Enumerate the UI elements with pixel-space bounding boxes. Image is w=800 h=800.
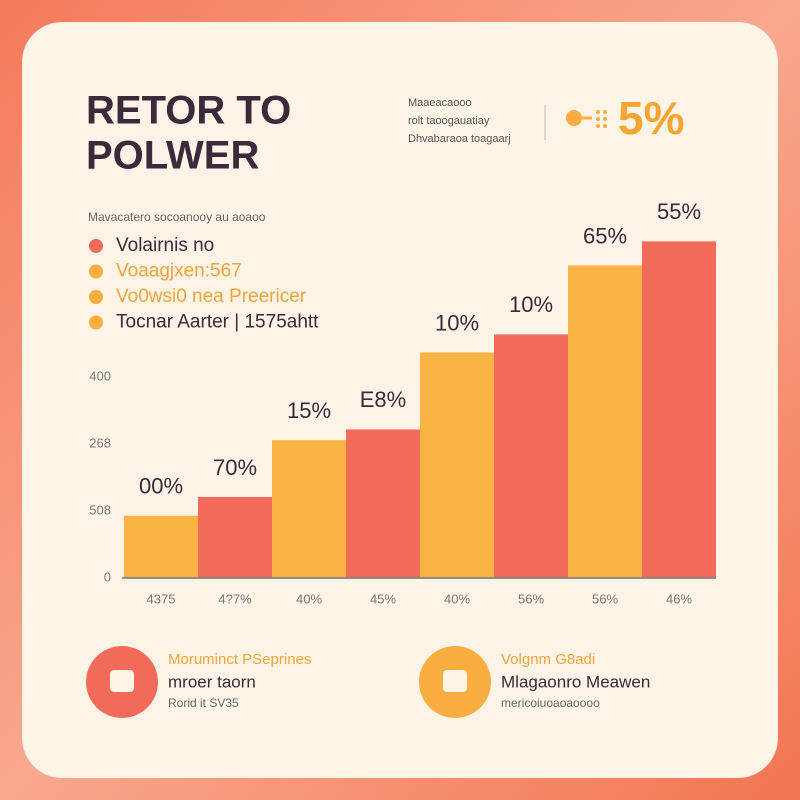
x-tick-label: 4?7% bbox=[218, 591, 252, 606]
bar bbox=[420, 352, 494, 578]
note-line: rolt taoogauatiay bbox=[408, 115, 490, 127]
x-tick-label: 56% bbox=[592, 591, 618, 606]
footer-line: mroer taorn bbox=[168, 672, 256, 691]
note-line: Maaeacaooo bbox=[408, 97, 472, 109]
x-tick-label: 56% bbox=[518, 591, 544, 606]
bar-value-label: 55% bbox=[657, 199, 701, 224]
footer-title: Volgnm G8adi bbox=[501, 651, 595, 668]
bar-value-label: E8% bbox=[360, 387, 406, 412]
legend-heading: Mavacatero socoanooy au aoaoo bbox=[88, 210, 266, 224]
x-tick-label: 46% bbox=[666, 591, 692, 606]
card bbox=[22, 22, 778, 778]
legend: Volairnis no Voaagjxen:567 Vo0wsi0 nea Pre… bbox=[89, 235, 319, 333]
x-tick-label: 4375 bbox=[147, 591, 176, 606]
title-line: RETOR TO bbox=[86, 89, 291, 133]
y-tick-label: 268 bbox=[89, 436, 111, 451]
bar-value-label: 65% bbox=[583, 223, 627, 248]
highlight-icon bbox=[566, 110, 607, 128]
bar bbox=[346, 429, 420, 578]
highlight-value: 5% bbox=[618, 92, 684, 144]
bar-chart: 0 508 268 400 00% 4375 70% 4?7% 15% 40% E8% 45% 10% 4… bbox=[89, 199, 716, 606]
footer-sub: mericoiuoaoaoooo bbox=[501, 696, 600, 710]
y-tick-label: 0 bbox=[104, 569, 111, 584]
legend-dot bbox=[89, 290, 103, 304]
footer-sub: Rorid it SV35 bbox=[168, 696, 239, 710]
bar bbox=[124, 515, 198, 578]
legend-dot bbox=[89, 239, 103, 253]
x-tick-label: 40% bbox=[444, 591, 470, 606]
x-tick-label: 45% bbox=[370, 591, 396, 606]
bar bbox=[272, 440, 346, 578]
bar bbox=[494, 334, 568, 578]
y-tick-label: 508 bbox=[89, 503, 111, 518]
legend-label: Volairnis no bbox=[116, 235, 214, 256]
bar-value-label: 10% bbox=[509, 292, 553, 317]
legend-dot bbox=[89, 315, 103, 330]
title-line: POLWER bbox=[86, 134, 259, 178]
bar-value-label: 10% bbox=[435, 310, 479, 335]
legend-label: Vo0wsi0 nea Preericer bbox=[116, 286, 307, 307]
note-line: Dhvabaraoa toagaarj bbox=[408, 133, 511, 145]
x-tick-label: 40% bbox=[296, 591, 322, 606]
bar bbox=[568, 265, 642, 578]
footer-title: Moruminct PSeprines bbox=[168, 651, 311, 668]
bar bbox=[642, 241, 716, 578]
bar-value-label: 70% bbox=[213, 455, 257, 480]
footer-icon-glyph bbox=[443, 670, 467, 692]
y-tick-label: 400 bbox=[89, 369, 111, 384]
legend-dot bbox=[89, 264, 103, 279]
footer: Moruminct PSeprines mroer taorn Rorid it S… bbox=[86, 646, 650, 718]
footer-icon-glyph bbox=[110, 670, 134, 692]
bar bbox=[198, 497, 272, 578]
legend-label: Voaagjxen:567 bbox=[116, 261, 242, 282]
legend-label: Tocnar Aarter | 1575ahtt bbox=[116, 312, 319, 333]
footer-line: Mlagaonro Meawen bbox=[501, 672, 650, 691]
bar-value-label: 15% bbox=[287, 398, 331, 423]
bar-value-label: 00% bbox=[139, 474, 183, 499]
